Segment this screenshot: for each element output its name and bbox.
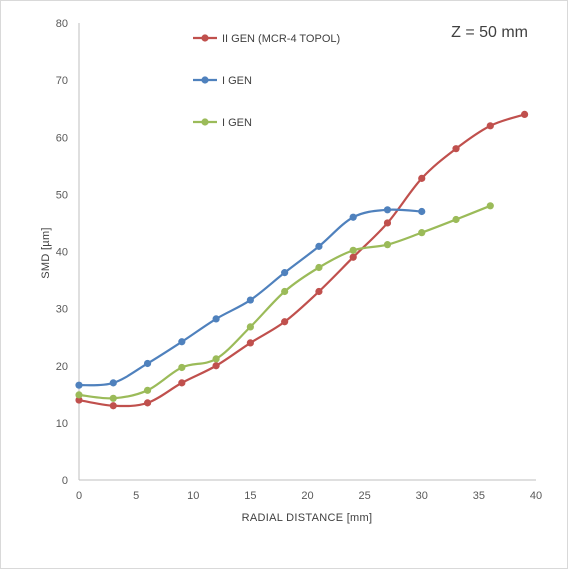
y-tick-label: 30 [56,304,68,316]
data-point [246,339,254,347]
x-tick-label: 30 [416,490,428,502]
legend-label: I GEN [222,117,252,129]
data-point [383,219,392,227]
data-point [383,206,392,214]
y-tick-label: 10 [56,418,68,430]
data-point [418,207,426,216]
y-axis-title: SMD [µm] [40,227,52,279]
data-point [178,338,186,346]
series-ii-gen [75,110,529,410]
data-point [418,229,426,237]
data-point [315,287,323,296]
data-point [315,263,323,272]
y-tick-label: 20 [56,361,68,373]
x-tick-labels: 0 5 10 15 20 25 30 35 40 [76,490,542,502]
x-tick-label: 25 [359,490,371,502]
data-point [75,381,83,389]
data-point [315,242,323,250]
data-point [109,379,117,387]
y-tick-label: 60 [56,132,68,144]
legend-item: I GEN [193,117,252,129]
x-tick-label: 35 [473,490,485,502]
x-tick-label: 0 [76,490,82,502]
data-point [349,246,357,254]
data-point [452,215,460,224]
data-point [178,379,186,387]
x-tick-label: 5 [133,490,139,502]
data-point [109,394,117,402]
y-tick-label: 80 [56,18,68,30]
data-point [486,202,494,210]
data-point [246,296,254,304]
x-tick-label: 20 [301,490,313,502]
x-tick-label: 15 [244,490,256,502]
data-point [143,386,152,394]
data-point [486,122,494,130]
data-point [178,363,186,372]
legend-item: II GEN (MCR-4 TOPOL) [193,33,340,45]
data-point [212,315,220,323]
legend: II GEN (MCR-4 TOPOL) I GEN I GEN [193,33,340,129]
data-point [143,359,152,368]
data-point [418,174,426,182]
legend-label: II GEN (MCR-4 TOPOL) [222,33,340,45]
data-point [75,391,83,399]
data-point [212,355,220,363]
data-point [143,399,152,407]
axes [78,23,536,481]
series-group [75,110,529,410]
data-point [452,145,460,153]
y-tick-label: 50 [56,189,68,201]
data-point [383,241,392,249]
legend-swatch-marker [201,76,209,84]
data-point [281,318,289,326]
data-point [281,287,289,296]
x-axis-title: RADIAL DISTANCE [mm] [242,512,373,524]
data-point [349,213,357,221]
data-point [75,396,83,404]
x-tick-label: 40 [530,490,542,502]
legend-swatch-marker [201,34,209,42]
data-point [520,110,529,118]
legend-label: I GEN [222,75,252,87]
data-point [246,323,254,331]
legend-swatch-marker [201,118,209,126]
data-point [212,362,220,370]
data-point [109,402,117,410]
y-tick-label: 0 [62,475,68,487]
y-tick-label: 40 [56,247,68,259]
series-line [78,204,491,400]
series-i-gen-green [75,202,494,402]
legend-item: I GEN [193,75,252,87]
y-tick-labels: 0 10 20 30 40 50 60 70 80 [56,18,68,487]
data-point [281,269,289,277]
z-annotation: Z = 50 mm [451,24,528,41]
y-tick-label: 70 [56,75,68,87]
series-i-gen-blue [75,206,426,389]
x-tick-label: 10 [187,490,199,502]
data-point [349,253,357,261]
